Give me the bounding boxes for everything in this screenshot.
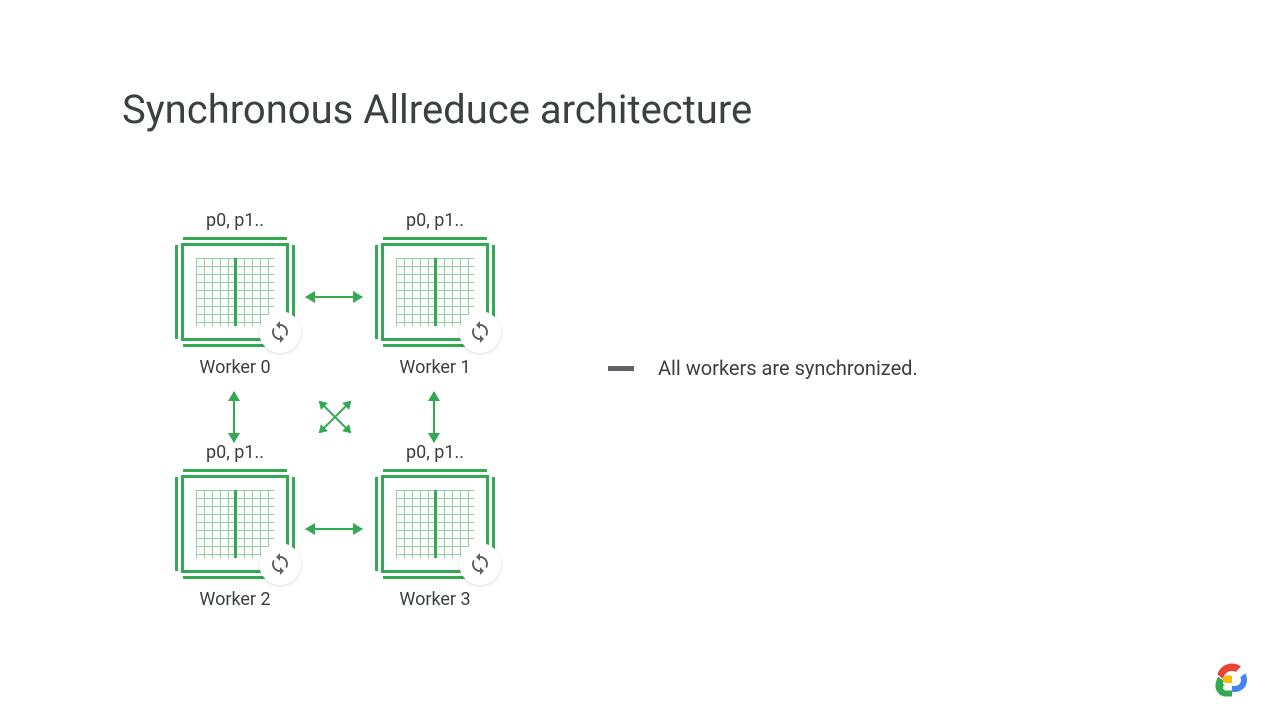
worker-1-label: Worker 1 bbox=[370, 357, 500, 378]
worker-node-0: p0, p1.. Worker 0 bbox=[170, 210, 300, 378]
sync-icon bbox=[459, 543, 501, 585]
tpu-chip-icon bbox=[375, 469, 495, 579]
sync-icon bbox=[259, 311, 301, 353]
worker-0-label: Worker 0 bbox=[170, 357, 300, 378]
edge-w0-w2 bbox=[233, 392, 235, 442]
sync-icon bbox=[459, 311, 501, 353]
edge-w2-w3 bbox=[306, 528, 362, 530]
bullet-text: All workers are synchronized. bbox=[658, 356, 918, 380]
worker-3-label: Worker 3 bbox=[370, 589, 500, 610]
worker-2-label: Worker 2 bbox=[170, 589, 300, 610]
bullet-dash-icon bbox=[608, 366, 634, 371]
bullet-item: All workers are synchronized. bbox=[608, 356, 918, 380]
allreduce-diagram: p0, p1.. Worker 0 p0, p1.. Worker 1 p0, … bbox=[170, 210, 530, 630]
worker-1-params: p0, p1.. bbox=[370, 210, 500, 231]
worker-node-1: p0, p1.. Worker 1 bbox=[370, 210, 500, 378]
edge-w1-w3 bbox=[433, 392, 435, 442]
worker-node-2: p0, p1.. Worker 2 bbox=[170, 442, 300, 610]
edge-w0-w1 bbox=[306, 296, 362, 298]
tpu-chip-icon bbox=[375, 237, 495, 347]
worker-node-3: p0, p1.. Worker 3 bbox=[370, 442, 500, 610]
tpu-chip-icon bbox=[175, 469, 295, 579]
google-cloud-logo-icon bbox=[1214, 662, 1250, 698]
sync-icon bbox=[259, 543, 301, 585]
worker-3-params: p0, p1.. bbox=[370, 442, 500, 463]
worker-0-params: p0, p1.. bbox=[170, 210, 300, 231]
tpu-chip-icon bbox=[175, 237, 295, 347]
worker-2-params: p0, p1.. bbox=[170, 442, 300, 463]
slide-title: Synchronous Allreduce architecture bbox=[122, 86, 752, 133]
